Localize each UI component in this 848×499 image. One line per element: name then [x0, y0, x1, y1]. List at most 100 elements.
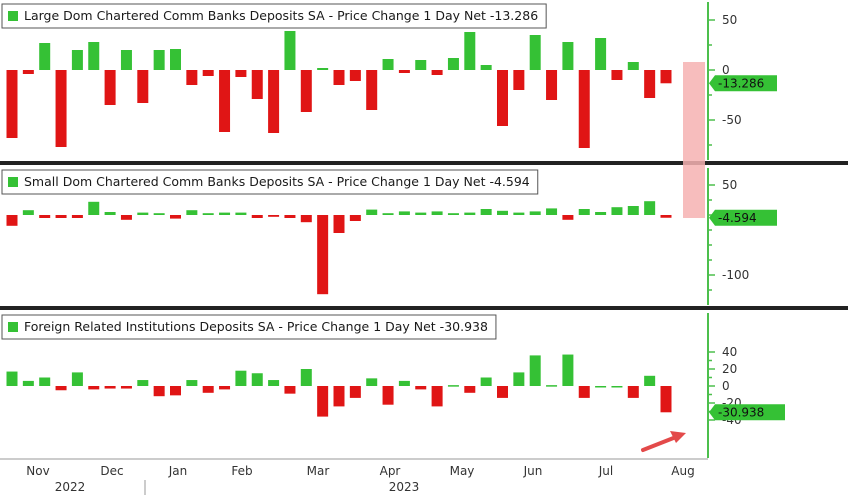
bar	[529, 211, 541, 215]
y-tick-label: 0	[722, 379, 730, 393]
bar	[349, 386, 361, 398]
bar	[317, 215, 329, 295]
bar	[627, 62, 639, 70]
bar	[546, 208, 558, 215]
bar	[611, 70, 623, 80]
bar	[333, 215, 345, 233]
bar	[137, 70, 149, 103]
last-value-flag	[709, 404, 785, 421]
panel-divider-1	[0, 161, 848, 165]
year-label: 2023	[389, 480, 420, 494]
bar	[529, 355, 541, 386]
bar	[497, 386, 508, 398]
bar	[349, 70, 361, 81]
bar	[120, 386, 132, 389]
bar	[415, 386, 427, 390]
y-tick-label: 50	[722, 13, 737, 27]
bar	[219, 70, 231, 132]
bar	[644, 375, 656, 386]
bar	[546, 385, 558, 387]
bar	[71, 215, 83, 218]
bar	[513, 212, 525, 215]
legend-swatch	[8, 11, 18, 21]
legend-box	[1, 314, 497, 340]
bar	[611, 207, 623, 215]
bar	[497, 210, 508, 215]
y-tick-label: 50	[722, 178, 737, 192]
bar	[251, 373, 263, 386]
bar	[447, 385, 459, 387]
bar	[186, 380, 198, 386]
bar	[578, 209, 590, 215]
bar	[284, 386, 296, 394]
x-tick-label: Jun	[523, 464, 543, 478]
bar	[464, 32, 476, 70]
bar	[120, 215, 132, 220]
x-tick-label: Apr	[380, 464, 401, 478]
year-label: 2022	[55, 480, 86, 494]
bar	[235, 70, 247, 77]
bar	[398, 380, 410, 386]
bar	[170, 386, 181, 396]
bar	[88, 201, 100, 215]
bar	[562, 354, 574, 386]
annotation-arrow-head	[670, 431, 686, 443]
bar	[431, 70, 443, 75]
x-tick-label: Jan	[168, 464, 188, 478]
bar	[300, 70, 312, 112]
bar	[251, 215, 263, 218]
bar	[39, 215, 51, 218]
bar	[366, 70, 378, 110]
legend-title: Large Dom Chartered Comm Banks Deposits …	[24, 8, 538, 23]
bar	[235, 212, 247, 215]
last-value-flag	[709, 209, 777, 226]
annotation-arrow	[641, 435, 678, 452]
bar	[55, 215, 67, 218]
y-tick-label: -100	[722, 268, 749, 282]
x-tick-label: Jul	[598, 464, 613, 478]
bar	[300, 369, 312, 386]
y-tick-label: 40	[722, 345, 737, 359]
bar	[284, 215, 296, 218]
bar	[349, 215, 361, 221]
legend-title: Foreign Related Institutions Deposits SA…	[24, 319, 488, 334]
bar	[464, 386, 476, 393]
highlight-band	[683, 62, 705, 218]
bar	[595, 38, 607, 70]
bar	[611, 386, 623, 388]
bar	[170, 215, 181, 219]
legend-box	[1, 169, 539, 195]
legend-title: Small Dom Chartered Comm Banks Deposits …	[24, 174, 530, 189]
bar	[578, 386, 590, 398]
bar	[366, 378, 378, 386]
bar	[333, 70, 345, 85]
bar	[104, 212, 116, 215]
bar	[55, 70, 67, 147]
bar	[219, 212, 231, 215]
bar	[268, 70, 280, 133]
bar	[153, 50, 165, 70]
bar	[137, 212, 149, 215]
bar	[153, 213, 165, 215]
bar	[235, 370, 247, 386]
bar	[660, 70, 672, 84]
bar	[415, 60, 427, 70]
bar	[660, 215, 672, 218]
bar	[251, 70, 263, 99]
bar	[595, 386, 607, 388]
bar	[317, 386, 329, 417]
bar	[268, 215, 280, 217]
bar	[529, 35, 541, 70]
last-value-flag	[709, 75, 777, 92]
bar	[382, 59, 394, 70]
bar	[88, 42, 100, 70]
bar	[22, 70, 34, 74]
bar	[480, 377, 492, 386]
bar	[39, 377, 51, 386]
bar	[22, 380, 34, 386]
legend-swatch	[8, 177, 18, 187]
bar	[382, 386, 394, 405]
bar	[562, 215, 574, 220]
